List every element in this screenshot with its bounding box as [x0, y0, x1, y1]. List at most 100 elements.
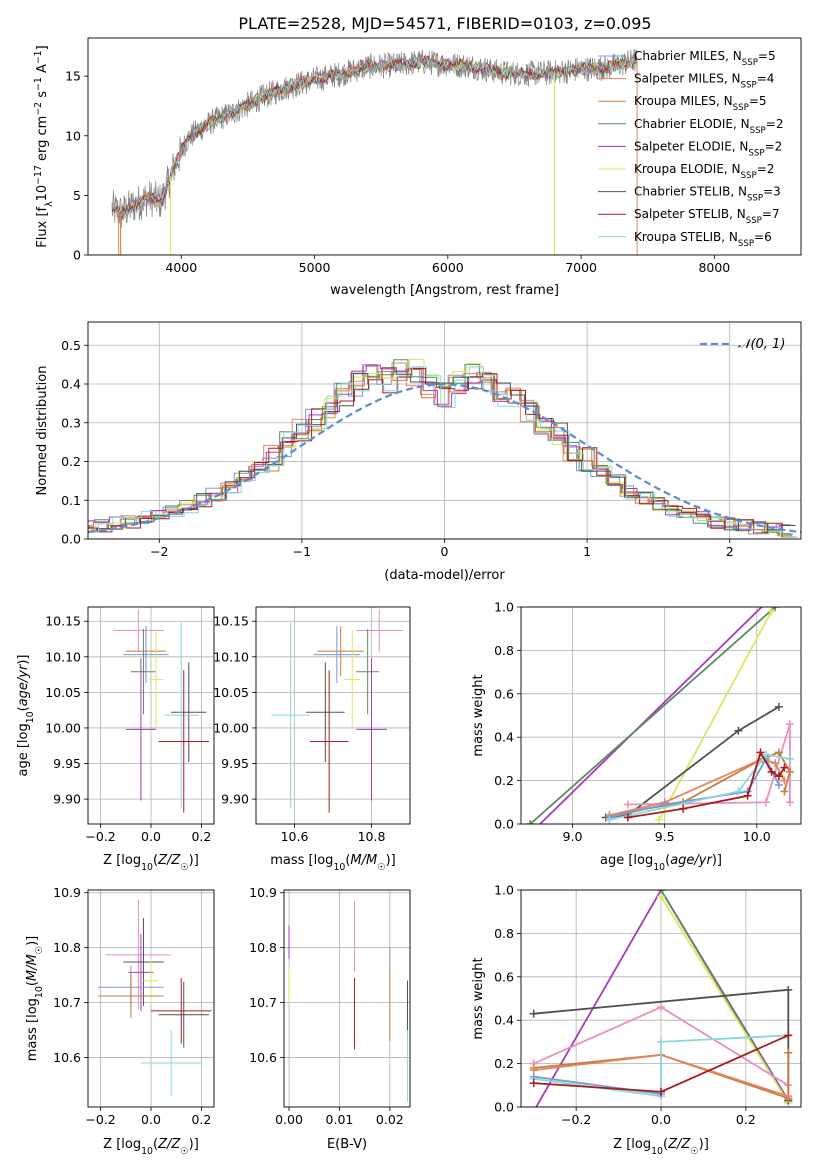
y-tick-label: 1.0 [494, 883, 514, 898]
grid-lines [521, 606, 801, 825]
legend-label: Kroupa MILES, NSSP=5 [634, 94, 767, 113]
y-tick-label: 0.8 [494, 926, 514, 941]
x-tick-label: 0.2 [191, 829, 211, 844]
weight-marker [655, 815, 664, 824]
weight-line [529, 607, 776, 824]
legend: 𝒩(0, 1) [700, 337, 785, 352]
x-tick-label: 9.5 [655, 829, 675, 844]
y-tick-label: 10.15 [213, 614, 249, 629]
x-tick-label: 0.2 [191, 1112, 211, 1127]
y-tick-label: 10.00 [45, 720, 81, 735]
x-tick-label: 0.02 [376, 1112, 404, 1127]
y-tick-label: 10 [65, 128, 81, 143]
panel-mass_weight_vs_age: 9.0 9.5 10.0 0.0 0.2 0.4 0.6 0.8 1.0 mass weight a… [471, 600, 802, 873]
x-tick-label: −0.2 [85, 829, 115, 844]
y-tick-label: 0.4 [61, 377, 81, 392]
y-tick-label: 0.6 [494, 686, 514, 701]
legend-label: Salpeter STELIB, NSSP=7 [634, 207, 780, 226]
x-tick-label: 0.01 [326, 1112, 354, 1127]
weight-marker [767, 607, 776, 616]
x-tick-label: −0.2 [561, 1112, 591, 1127]
plot-area [113, 609, 209, 813]
weight-line [660, 896, 790, 1104]
weight-marker [623, 800, 632, 809]
weight-line [538, 607, 763, 824]
model-spectrum-line [111, 56, 637, 217]
weight-marker [762, 750, 770, 759]
axes-frame [283, 889, 411, 1108]
plot-area [88, 359, 801, 538]
panel-age_vs_Z: −0.2 0.0 0.2 9.90 9.95 10.00 10.05 10.10 10.15 Z … [16, 606, 215, 873]
gaussian-curve [88, 383, 801, 534]
weight-marker [774, 702, 783, 711]
weight-line [658, 610, 773, 821]
weight-marker [785, 720, 794, 729]
legend-label: Salpeter MILES, NSSP=4 [634, 72, 774, 91]
weight-marker [530, 1107, 538, 1115]
weight-marker [785, 798, 794, 807]
y-tick-label: 10.6 [53, 1050, 81, 1065]
x-tick-label: 10.6 [281, 829, 309, 844]
y-tick-label: 0.0 [494, 1100, 514, 1115]
y-tick-label: 10.7 [53, 995, 81, 1010]
x-axis-label: wavelength [Angstrom, rest frame] [330, 283, 559, 298]
panel-spectrum: 4000 5000 6000 7000 8000 0 5 10 15 wavelength [An… [33, 37, 802, 298]
legend-label: Chabrier MILES, NSSP=5 [634, 49, 776, 68]
legend-label: Chabrier ELODIE, NSSP=2 [634, 117, 783, 136]
y-tick-label: 0.2 [494, 1056, 514, 1071]
y-tick-label: 10.15 [45, 614, 81, 629]
y-tick-label: 0 [73, 248, 81, 263]
y-tick-label: 9.90 [221, 792, 249, 807]
weight-line [627, 723, 791, 806]
weight-marker [657, 892, 665, 901]
y-tick-label: 10.8 [249, 940, 277, 955]
y-axis-label: mass weight [471, 674, 486, 756]
weight-marker [774, 772, 783, 781]
plot-area [529, 890, 793, 1115]
figure-title: PLATE=2528, MJD=54571, FIBERID=0103, z=0… [238, 14, 651, 33]
y-tick-label: 0.5 [61, 338, 81, 353]
weight-marker [771, 607, 780, 611]
legend-label: Kroupa STELIB, NSSP=6 [634, 230, 772, 249]
y-tick-label: 5 [73, 188, 81, 203]
residual-histogram [88, 369, 793, 537]
x-axis-label: E(B-V) [327, 1137, 367, 1152]
x-axis-label: Z [log10(Z/Z☉)] [103, 853, 199, 873]
weight-marker [526, 820, 535, 824]
weight-marker [784, 1048, 793, 1057]
weight-marker [623, 813, 632, 822]
residual-histogram [88, 368, 797, 538]
weight-marker [784, 1092, 793, 1101]
weight-marker [605, 815, 614, 824]
weight-marker [784, 1031, 793, 1040]
weight-marker [734, 787, 743, 796]
y-tick-label: 0.4 [494, 730, 514, 745]
weight-marker [774, 780, 783, 789]
weight-marker [734, 726, 743, 735]
panel-age_vs_mass: 10.6 10.8 9.90 9.95 10.00 10.05 10.10 10.15 mass… [213, 606, 411, 873]
x-tick-label: 7000 [565, 260, 597, 275]
x-axis-label: mass [log10(M/M☉)] [270, 853, 396, 873]
weight-marker [785, 767, 794, 776]
x-tick-label: 4000 [165, 260, 197, 275]
y-axis-label: Normed distribution [35, 366, 50, 496]
y-tick-label: 0.4 [494, 1013, 514, 1028]
y-tick-label: 10.10 [45, 649, 81, 664]
axes-frame [87, 606, 215, 825]
weight-marker [743, 791, 752, 800]
legend: Chabrier MILES, NSSP=5 Salpeter MILES, NS… [598, 49, 783, 249]
legend-label: Kroupa ELODIE, NSSP=2 [634, 162, 774, 181]
x-tick-label: 9.0 [563, 829, 583, 844]
y-tick-label: 10.8 [53, 940, 81, 955]
residual-histogram [88, 364, 791, 533]
grid-lines [284, 890, 410, 1107]
residual-histogram [88, 366, 798, 538]
weight-marker [784, 985, 793, 994]
panel-mass_vs_Z: −0.2 0.0 0.2 10.6 10.7 10.8 10.9 Z [log10(Z/Z☉)… [25, 885, 215, 1157]
plot-area [526, 607, 794, 824]
weight-marker [767, 767, 776, 776]
y-tick-label: 10.7 [249, 995, 277, 1010]
y-tick-label: 10.05 [45, 685, 81, 700]
